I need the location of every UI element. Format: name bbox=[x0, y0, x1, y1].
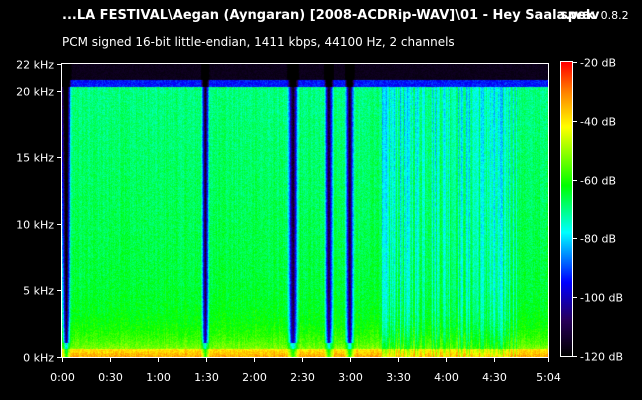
scale-frame bbox=[560, 61, 573, 357]
spectrogram bbox=[62, 64, 548, 357]
x-tick-label: 4:00 bbox=[434, 371, 459, 384]
plot-frame bbox=[61, 63, 549, 358]
y-tick-label: 22 kHz bbox=[16, 59, 54, 72]
y-tick-label: 15 kHz bbox=[16, 152, 54, 165]
scale-tick-label: -120 dB bbox=[580, 351, 623, 364]
app-name: spek bbox=[560, 8, 595, 23]
x-tick-label: 0:00 bbox=[50, 371, 75, 384]
y-tick-label: 5 kHz bbox=[23, 285, 54, 298]
scale-tick-label: -60 dB bbox=[580, 175, 616, 188]
x-tick-label: 0:30 bbox=[98, 371, 123, 384]
x-tick-label: 1:30 bbox=[194, 371, 219, 384]
x-tick-label: 2:30 bbox=[290, 371, 315, 384]
app-label: spek 0.8.2 bbox=[560, 8, 629, 23]
y-tick-label: 10 kHz bbox=[16, 219, 54, 232]
scale-tick-label: -20 dB bbox=[580, 57, 616, 70]
x-tick-label: 3:00 bbox=[338, 371, 363, 384]
file-title: ...LA FESTIVAL\Aegan (Ayngaran) [2008-AC… bbox=[62, 8, 600, 23]
y-tick-label: 0 kHz bbox=[23, 352, 54, 365]
scale-tick-label: -40 dB bbox=[580, 116, 616, 129]
app-version: 0.8.2 bbox=[600, 9, 629, 22]
x-tick-label: 4:30 bbox=[482, 371, 507, 384]
format-info: PCM signed 16-bit little-endian, 1411 kb… bbox=[62, 35, 455, 49]
db-color-scale bbox=[561, 62, 572, 356]
x-tick-label: 3:30 bbox=[386, 371, 411, 384]
y-tick-label: 20 kHz bbox=[16, 86, 54, 99]
scale-tick-label: -80 dB bbox=[580, 233, 616, 246]
x-tick-label: 5:04 bbox=[536, 371, 561, 384]
scale-tick-label: -100 dB bbox=[580, 292, 623, 305]
x-tick-label: 2:00 bbox=[242, 371, 267, 384]
x-tick-label: 1:00 bbox=[146, 371, 171, 384]
